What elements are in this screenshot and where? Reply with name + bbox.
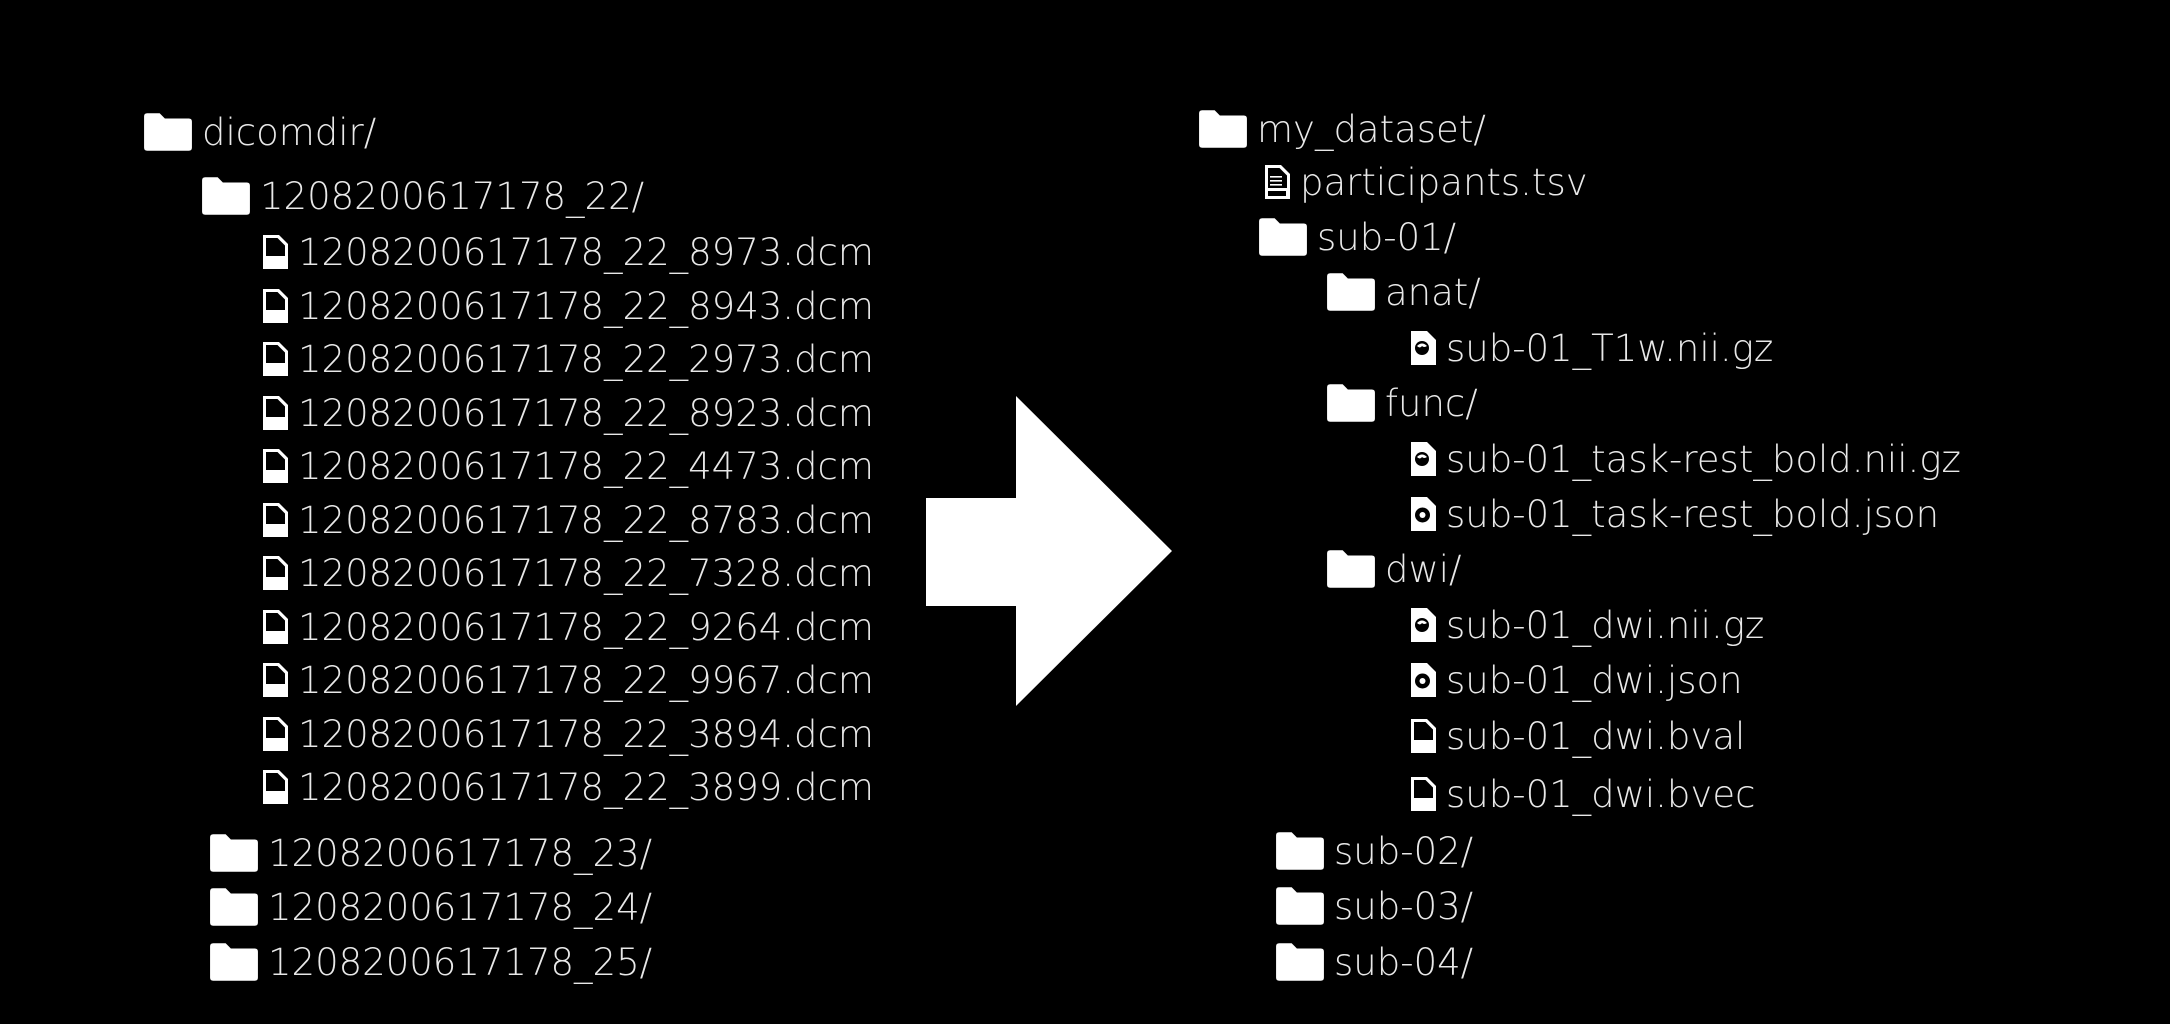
file-label: sub-01_dwi.bvec: [1446, 772, 1756, 816]
folder-icon: [1325, 548, 1377, 590]
tree-file-dcm: 1208200617178_22_3899.dcm: [260, 761, 874, 813]
tree-folder-subject: sub-02/: [1274, 825, 1473, 877]
tree-file-dcm: 1208200617178_22_8973.dcm: [260, 226, 874, 278]
tree-file-json: sub-01_dwi.json: [1408, 654, 1743, 706]
folder-icon: [142, 111, 194, 153]
file-label: sub-01_dwi.nii.gz: [1446, 603, 1765, 647]
nifti-file-icon: [1408, 330, 1438, 366]
folder-icon: [1197, 108, 1249, 150]
file-icon: [260, 288, 290, 324]
folder-label: sub-03/: [1334, 884, 1474, 928]
file-label: participants.tsv: [1300, 160, 1588, 204]
file-label: sub-01_task-rest_bold.json: [1446, 492, 1940, 536]
file-label: sub-01_dwi.bval: [1446, 714, 1746, 758]
right-arrow-icon: [926, 396, 1172, 712]
tree-file-dcm: 1208200617178_22_7328.dcm: [260, 547, 874, 599]
file-label: sub-01_dwi.json: [1446, 658, 1743, 702]
tree-file-dcm: 1208200617178_22_9967.dcm: [260, 654, 874, 706]
folder-icon: [1325, 382, 1377, 424]
file-label: 1208200617178_22_9967.dcm: [298, 658, 874, 702]
tree-file-nifti: sub-01_task-rest_bold.nii.gz: [1408, 433, 1961, 485]
tree-folder-series: 1208200617178_23/: [208, 827, 652, 879]
tree-folder-dwi: dwi/: [1325, 543, 1462, 595]
nifti-file-icon: [1408, 607, 1438, 643]
tree-folder-subject: sub-03/: [1274, 880, 1473, 932]
folder-label: 1208200617178_24/: [268, 885, 653, 929]
file-icon: [260, 502, 290, 538]
tree-folder-subject: sub-04/: [1274, 936, 1473, 988]
file-icon: [260, 234, 290, 270]
file-icon: [260, 555, 290, 591]
folder-label: dicomdir/: [202, 110, 377, 154]
tree-file-dcm: 1208200617178_22_8783.dcm: [260, 494, 874, 546]
tree-file-json: sub-01_task-rest_bold.json: [1408, 488, 1939, 540]
tree-file-bval: sub-01_dwi.bval: [1408, 710, 1745, 762]
folder-icon: [208, 941, 260, 983]
file-label: 1208200617178_22_8973.dcm: [298, 230, 874, 274]
tree-file-dcm: 1208200617178_22_3894.dcm: [260, 708, 874, 760]
tree-folder-my-dataset: my_dataset/: [1197, 103, 1486, 155]
file-icon: [260, 769, 290, 805]
file-icon: [1408, 718, 1438, 754]
file-label: 1208200617178_22_7328.dcm: [298, 551, 874, 595]
file-label: sub-01_task-rest_bold.nii.gz: [1446, 437, 1961, 481]
file-label: 1208200617178_22_8783.dcm: [298, 498, 874, 542]
folder-label: sub-01/: [1317, 215, 1457, 259]
file-icon: [1408, 776, 1438, 812]
folder-label: func/: [1385, 381, 1478, 425]
folder-icon: [1274, 885, 1326, 927]
tree-file-dcm: 1208200617178_22_4473.dcm: [260, 440, 874, 492]
folder-label: anat/: [1385, 270, 1481, 314]
folder-icon: [200, 175, 252, 217]
folder-icon: [1274, 941, 1326, 983]
file-label: 1208200617178_22_3899.dcm: [298, 765, 874, 809]
folder-label: dwi/: [1385, 547, 1462, 591]
tree-file-nifti: sub-01_dwi.nii.gz: [1408, 599, 1764, 651]
tree-file-dcm: 1208200617178_22_8943.dcm: [260, 280, 874, 332]
file-icon: [260, 448, 290, 484]
tree-folder-series-22: 1208200617178_22/: [200, 170, 644, 222]
folder-icon: [208, 832, 260, 874]
tsv-file-icon: [1262, 164, 1292, 200]
file-label: 1208200617178_22_2973.dcm: [298, 337, 874, 381]
folder-label: 1208200617178_23/: [268, 831, 653, 875]
file-label: 1208200617178_22_8943.dcm: [298, 284, 874, 328]
tree-folder-anat: anat/: [1325, 266, 1481, 318]
tree-folder-series: 1208200617178_25/: [208, 936, 652, 988]
json-file-icon: [1408, 662, 1438, 698]
tree-file-bvec: sub-01_dwi.bvec: [1408, 768, 1755, 820]
file-label: 1208200617178_22_8923.dcm: [298, 391, 874, 435]
file-icon: [260, 609, 290, 645]
folder-label: sub-02/: [1334, 829, 1474, 873]
folder-label: sub-04/: [1334, 940, 1474, 984]
tree-folder-series: 1208200617178_24/: [208, 881, 652, 933]
tree-file-dcm: 1208200617178_22_9264.dcm: [260, 601, 874, 653]
file-label: sub-01_T1w.nii.gz: [1446, 326, 1774, 370]
tree-file-dcm: 1208200617178_22_8923.dcm: [260, 387, 874, 439]
tree-file-participants: participants.tsv: [1262, 156, 1588, 208]
file-label: 1208200617178_22_9264.dcm: [298, 605, 874, 649]
json-file-icon: [1408, 496, 1438, 532]
folder-icon: [208, 886, 260, 928]
file-icon: [260, 395, 290, 431]
folder-icon: [1274, 830, 1326, 872]
tree-folder-func: func/: [1325, 377, 1478, 429]
folder-icon: [1325, 271, 1377, 313]
file-icon: [260, 662, 290, 698]
tree-folder-sub-01: sub-01/: [1257, 211, 1456, 263]
tree-folder-dicomdir: dicomdir/: [142, 106, 376, 158]
tree-file-dcm: 1208200617178_22_2973.dcm: [260, 333, 874, 385]
folder-label: 1208200617178_25/: [268, 940, 653, 984]
folder-label: 1208200617178_22/: [260, 174, 645, 218]
folder-label: my_dataset/: [1257, 107, 1486, 151]
file-icon: [260, 716, 290, 752]
file-label: 1208200617178_22_4473.dcm: [298, 444, 874, 488]
file-icon: [260, 341, 290, 377]
nifti-file-icon: [1408, 441, 1438, 477]
folder-icon: [1257, 216, 1309, 258]
file-label: 1208200617178_22_3894.dcm: [298, 712, 874, 756]
tree-file-nifti: sub-01_T1w.nii.gz: [1408, 322, 1773, 374]
